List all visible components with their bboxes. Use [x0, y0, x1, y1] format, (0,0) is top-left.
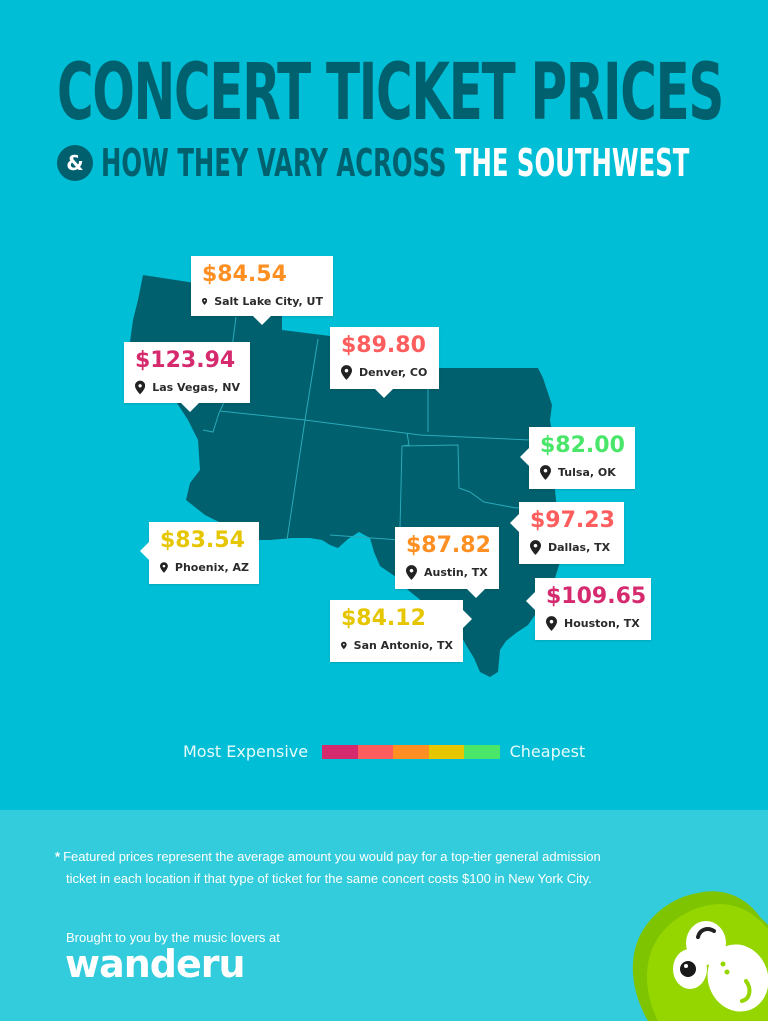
wanderu-logo[interactable]: wanderu: [65, 942, 246, 986]
southwest-map: [130, 270, 563, 677]
price-value: $82.00: [540, 433, 625, 458]
location-row: Salt Lake City, UT: [202, 294, 323, 309]
map-pin-icon: [341, 641, 347, 650]
location-label: Austin, TX: [424, 566, 488, 579]
footnote-asterisk: *: [55, 849, 61, 864]
callout-pointer: [526, 592, 535, 610]
map-pin-icon: [160, 562, 168, 573]
footnote: * Featured prices represent the average a…: [55, 846, 695, 890]
subtitle-text: HOW THEY VARY ACROSS THE SOUTHWEST: [101, 143, 689, 183]
location-row: Tulsa, OK: [540, 465, 625, 480]
subtitle-highlight: THE SOUTHWEST: [454, 141, 690, 185]
callout-salt-lake-city[interactable]: $84.54 Salt Lake City, UT: [191, 256, 333, 325]
location-row: Houston, TX: [546, 616, 641, 631]
callout-las-vegas[interactable]: $123.94 Las Vegas, NV: [124, 342, 250, 412]
monkey-mascot-icon: [632, 891, 768, 1021]
callout-pointer: [510, 514, 519, 532]
price-value: $89.80: [341, 333, 426, 358]
location-label: Phoenix, AZ: [174, 561, 249, 574]
callout-pointer: [467, 589, 485, 598]
location-row: Denver, CO: [341, 365, 429, 380]
legend-swatch-2: [357, 744, 394, 759]
location-row: Dallas, TX: [530, 540, 614, 555]
price-value: $87.82: [406, 533, 491, 558]
location-label: Tulsa, OK: [558, 466, 616, 479]
callout-dallas[interactable]: $97.23 Dallas, TX: [510, 502, 624, 564]
callout-austin[interactable]: $87.82 Austin, TX: [395, 527, 499, 598]
legend-swatch-4: [428, 744, 465, 759]
map-pin-icon: [202, 298, 208, 305]
legend-swatch-1: [322, 744, 358, 759]
price-value: $97.23: [530, 508, 615, 533]
location-row: Las Vegas, NV: [135, 380, 240, 395]
price-legend: Most Expensive Cheapest: [183, 742, 585, 761]
legend-color-scale: [322, 744, 500, 759]
footnote-line-2: ticket in each location if that type of …: [66, 871, 592, 886]
price-value: $83.54: [160, 528, 245, 553]
location-label: Houston, TX: [564, 617, 640, 630]
callout-pointer: [520, 448, 529, 466]
price-value: $84.12: [341, 606, 426, 631]
brought-by-text: Brought to you by the music lovers at: [66, 930, 280, 945]
callout-pointer: [375, 389, 393, 398]
location-row: Phoenix, AZ: [160, 560, 249, 575]
map-pin-icon: [540, 465, 551, 480]
price-value: $109.65: [546, 584, 647, 609]
map-pin-icon: [530, 540, 541, 555]
legend-most-expensive: Most Expensive: [183, 742, 309, 761]
price-value: $84.54: [202, 262, 287, 287]
map-pin-icon: [546, 616, 557, 631]
page-title: CONCERT TICKET PRICES: [57, 48, 724, 138]
location-row: Austin, TX: [406, 565, 489, 580]
legend-cheapest: Cheapest: [509, 742, 586, 761]
price-value: $123.94: [135, 348, 236, 373]
location-label: Las Vegas, NV: [152, 381, 240, 394]
callout-phoenix[interactable]: $83.54 Phoenix, AZ: [140, 522, 259, 584]
callout-san-antonio[interactable]: $84.12 San Antonio, TX: [330, 600, 472, 662]
location-label: San Antonio, TX: [353, 639, 453, 652]
location-label: Dallas, TX: [548, 541, 611, 554]
ampersand-badge: &: [57, 145, 93, 181]
page-subtitle: & HOW THEY VARY ACROSS THE SOUTHWEST: [57, 143, 768, 183]
legend-swatch-5: [464, 744, 500, 759]
legend-swatch-3: [393, 744, 429, 759]
location-label: Salt Lake City, UT: [214, 295, 323, 308]
state-borders: [202, 316, 554, 541]
map-pin-icon: [135, 380, 146, 395]
subtitle-dark: HOW THEY VARY ACROSS: [101, 141, 447, 185]
callout-tulsa[interactable]: $82.00 Tulsa, OK: [520, 427, 635, 489]
location-row: San Antonio, TX: [341, 638, 453, 653]
callout-pointer: [140, 542, 149, 560]
footnote-line-1: Featured prices represent the average am…: [63, 849, 601, 864]
callout-denver[interactable]: $89.80 Denver, CO: [330, 327, 439, 398]
map-pin-icon: [406, 565, 417, 580]
callout-pointer: [181, 403, 199, 412]
callout-pointer: [463, 610, 472, 628]
location-label: Denver, CO: [359, 366, 428, 379]
map-pin-icon: [341, 365, 352, 380]
callout-houston[interactable]: $109.65 Houston, TX: [526, 578, 651, 640]
callout-pointer: [253, 316, 271, 325]
